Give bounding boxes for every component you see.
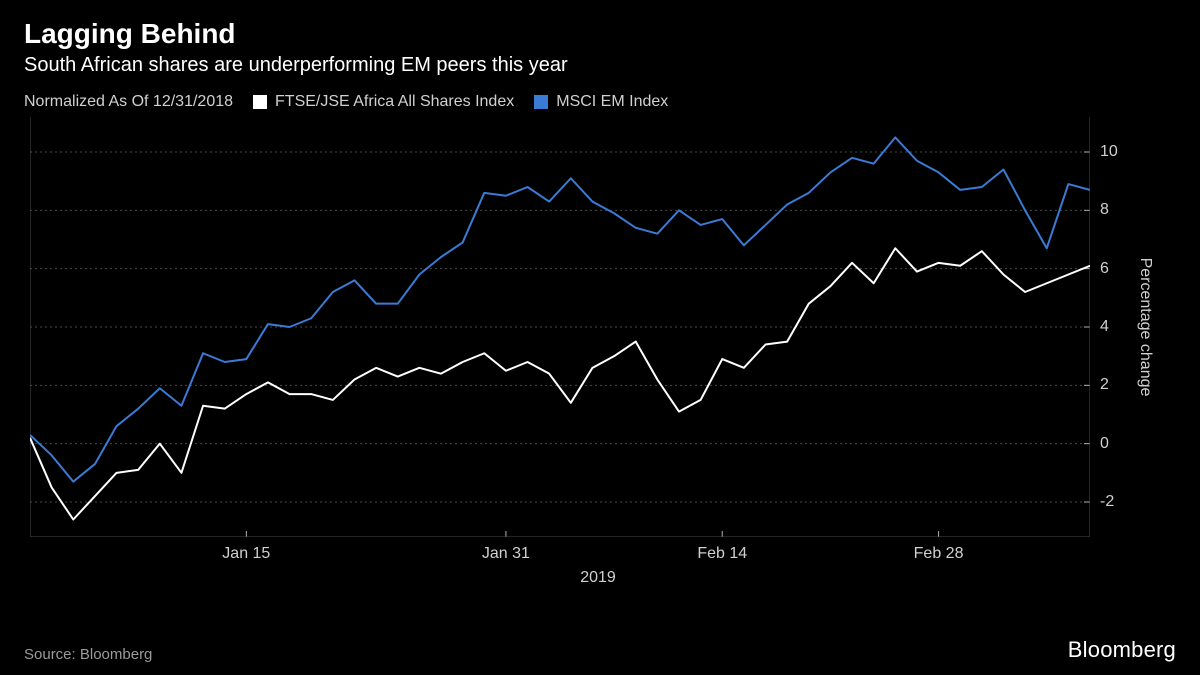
- brand-logo: Bloomberg: [1068, 637, 1176, 663]
- x-axis-label: 2019: [580, 569, 616, 587]
- y-tick-label: 6: [1100, 260, 1109, 278]
- x-tick-label: Jan 15: [222, 545, 270, 563]
- legend-item-jse: FTSE/JSE Africa All Shares Index: [253, 93, 514, 111]
- legend: Normalized As Of 12/31/2018 FTSE/JSE Afr…: [24, 93, 1176, 111]
- y-tick-label: 4: [1100, 318, 1109, 336]
- chart-title: Lagging Behind: [24, 18, 1176, 50]
- chart-subtitle: South African shares are underperforming…: [24, 54, 1176, 77]
- source-text: Source: Bloomberg: [24, 646, 152, 663]
- x-tick-label: Feb 14: [697, 545, 747, 563]
- legend-label-msci: MSCI EM Index: [556, 93, 668, 111]
- normalization-note: Normalized As Of 12/31/2018: [24, 93, 233, 111]
- chart-area: Percentage change 2019 -2 0 2 4 6 8 10 Jan 15 Ja…: [30, 117, 1166, 629]
- x-tick-label: Feb 28: [914, 545, 964, 563]
- legend-label-jse: FTSE/JSE Africa All Shares Index: [275, 93, 514, 111]
- y-tick-label: -2: [1100, 493, 1114, 511]
- y-tick-label: 0: [1100, 435, 1109, 453]
- y-tick-label: 10: [1100, 143, 1118, 161]
- plot-svg: [30, 117, 1090, 537]
- legend-item-msci: MSCI EM Index: [534, 93, 668, 111]
- y-tick-label: 8: [1100, 201, 1109, 219]
- y-tick-label: 2: [1100, 376, 1109, 394]
- swatch-msci: [534, 95, 548, 109]
- swatch-jse: [253, 95, 267, 109]
- y-axis-label: Percentage change: [1136, 258, 1154, 397]
- x-tick-label: Jan 31: [482, 545, 530, 563]
